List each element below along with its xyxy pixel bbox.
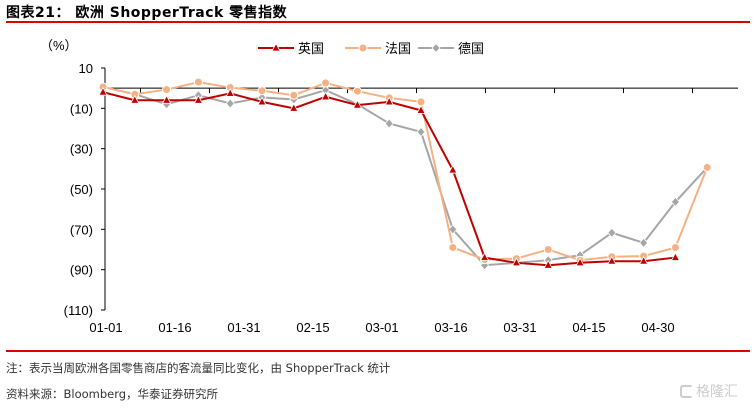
x-tick-label: 02-15 xyxy=(296,320,329,335)
x-tick-label: 03-01 xyxy=(365,320,398,335)
circle-marker xyxy=(289,90,299,100)
triangle-marker xyxy=(98,86,108,96)
y-tick-label: (10) xyxy=(70,101,93,116)
triangle-marker xyxy=(670,252,681,261)
x-tick-label: 01-16 xyxy=(158,320,191,335)
diamond-marker xyxy=(225,98,235,109)
series-line-英国 xyxy=(102,91,676,267)
diamond-marker xyxy=(448,224,458,235)
y-tick-label: (70) xyxy=(70,222,93,237)
title-divider xyxy=(6,21,750,23)
series-line-法国 xyxy=(102,81,709,262)
x-tick-label: 01-01 xyxy=(89,320,122,335)
triangle-marker xyxy=(320,91,331,101)
x-tick-label: 04-15 xyxy=(572,320,605,335)
triangle-marker xyxy=(225,88,235,97)
diamond-marker xyxy=(431,42,441,54)
triangle-marker xyxy=(543,259,553,269)
circle-marker xyxy=(702,162,712,172)
circle-marker xyxy=(321,78,331,88)
circle-marker xyxy=(257,86,267,96)
triangle-marker xyxy=(638,255,649,265)
y-tick-label: (50) xyxy=(70,182,93,197)
x-tick-label: 03-16 xyxy=(434,320,467,335)
triangle-marker xyxy=(161,94,172,104)
y-tick-label: (30) xyxy=(70,142,93,157)
circle-marker xyxy=(352,86,362,96)
x-tick-label: 03-31 xyxy=(503,320,536,335)
y-tick-label: (110) xyxy=(64,303,93,318)
y-axis-label: （%） xyxy=(40,38,78,53)
watermark-logo: 格隆汇 xyxy=(680,381,738,401)
x-tick-label: 04-30 xyxy=(641,320,674,335)
circle-marker xyxy=(358,43,368,53)
legend-label: 德国 xyxy=(458,41,484,56)
diamond-marker xyxy=(416,126,426,138)
circle-marker xyxy=(416,97,426,107)
diamond-marker xyxy=(607,227,617,238)
watermark-text: 格隆汇 xyxy=(696,384,738,400)
triangle-marker xyxy=(130,94,140,104)
triangle-marker xyxy=(416,104,426,114)
triangle-marker xyxy=(257,96,267,106)
triangle-marker xyxy=(289,102,299,112)
circle-marker xyxy=(543,245,553,254)
triangle-marker xyxy=(575,257,585,267)
circle-marker xyxy=(448,242,458,252)
circle-marker xyxy=(670,242,680,252)
circle-marker xyxy=(162,85,172,95)
diamond-marker xyxy=(639,237,649,248)
legend-label: 英国 xyxy=(298,41,324,56)
circle-marker xyxy=(193,77,203,87)
triangle-marker xyxy=(352,99,363,109)
triangle-marker xyxy=(607,255,617,265)
logo-g-icon xyxy=(680,384,693,398)
line-chart: 10 (10) (30) (50) (70) (90) (110) （%） 01-01 01-16… xyxy=(40,38,738,335)
y-tick-label: 10 xyxy=(79,61,93,76)
triangle-marker xyxy=(271,42,281,52)
legend-label: 法国 xyxy=(385,41,411,56)
triangle-marker xyxy=(384,96,394,106)
x-tick-label: 01-31 xyxy=(227,320,260,335)
diamond-marker xyxy=(670,196,680,208)
y-tick-label: (90) xyxy=(70,263,93,278)
triangle-marker xyxy=(479,252,490,261)
triangle-marker xyxy=(448,164,458,174)
triangle-marker xyxy=(193,94,204,104)
source-note: 资料来源：Bloomberg，华泰证券研究所 xyxy=(6,387,219,401)
footer-divider xyxy=(6,350,750,352)
series-line-德国 xyxy=(102,85,708,267)
chart-title: 图表21： 欧洲 ShopperTrack 零售指数 xyxy=(6,5,288,21)
triangle-marker xyxy=(511,257,522,267)
diamond-marker xyxy=(384,118,394,129)
chart-note: 注：表示当周欧洲各国零售商店的客流量同比变化，由 ShopperTrack 统计 xyxy=(6,361,391,375)
